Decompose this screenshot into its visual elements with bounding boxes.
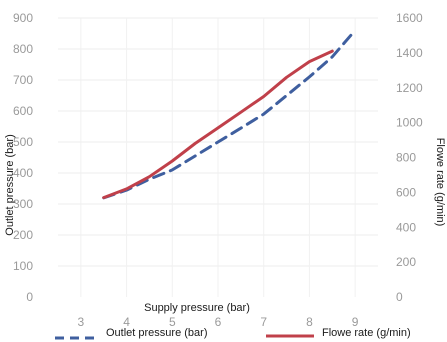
series-line-outlet-pressure — [102, 28, 357, 200]
x-tick-label: 8 — [306, 315, 313, 329]
y2-tick-label: 1000 — [396, 116, 423, 130]
y2-tick-label: 200 — [396, 255, 416, 269]
y2-tick-label: 800 — [396, 151, 416, 165]
y-tick-label: 300 — [13, 197, 33, 211]
y-axis-title: Outlet pressure (bar) — [4, 134, 16, 235]
y-tick-label: 400 — [13, 166, 33, 180]
y2-tick-label: 400 — [396, 220, 416, 234]
y2-tick-label: 1600 — [396, 11, 423, 25]
y2-tick-label: 0 — [396, 290, 403, 304]
grid — [58, 17, 378, 297]
x-tick-label: 4 — [123, 315, 130, 329]
series-line-flow-rate — [102, 49, 334, 200]
x-tick-label: 6 — [215, 315, 222, 329]
y-tick-label: 100 — [13, 259, 33, 273]
y-tick-label: 900 — [13, 11, 33, 25]
legend: Outlet pressure (bar) Flowe rate (g/min) — [55, 327, 411, 340]
y-tick-label: 500 — [13, 135, 33, 149]
y2-axis-title: Flowe rate (g/min) — [434, 138, 446, 227]
tick-labels: 0 100 200 300 400 500 600 700 800 900 0 200 400 600 80… — [13, 11, 423, 329]
y2-tick-label: 1200 — [396, 81, 423, 95]
x-tick-label: 9 — [352, 315, 359, 329]
x-tick-label: 5 — [169, 315, 176, 329]
y2-tick-label: 1400 — [396, 46, 423, 60]
y-tick-label: 700 — [13, 73, 33, 87]
y2-tick-label: 600 — [396, 185, 416, 199]
x-tick-label: 3 — [78, 315, 85, 329]
y-tick-label: 200 — [13, 228, 33, 242]
series-lines — [102, 28, 357, 200]
x-axis-title: Supply pressure (bar) — [144, 302, 250, 314]
y-tick-label: 800 — [13, 42, 33, 56]
legend-label-outlet-pressure: Outlet pressure (bar) — [106, 327, 207, 339]
legend-label-flow-rate: Flowe rate (g/min) — [322, 327, 411, 339]
y-tick-label: 0 — [26, 290, 33, 304]
y-tick-label: 600 — [13, 104, 33, 118]
x-tick-label: 7 — [260, 315, 267, 329]
